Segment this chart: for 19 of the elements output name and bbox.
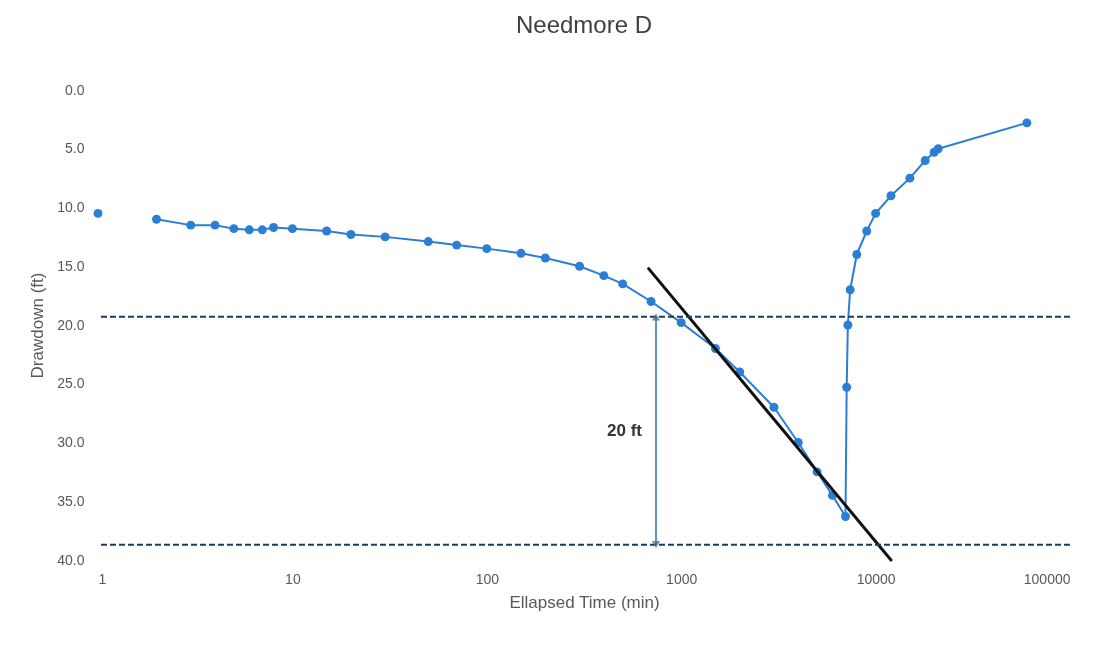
- y-tick-label: 0.0: [65, 81, 85, 98]
- y-tick-label: 40.0: [57, 551, 85, 568]
- x-axis-title: Ellapsed Time (min): [509, 592, 660, 612]
- x-tick-label: 1000: [666, 570, 698, 587]
- y-axis-title: Drawdown (ft): [28, 272, 48, 379]
- x-tick-label: 10: [285, 570, 301, 587]
- x-tick-label: 100: [475, 570, 500, 587]
- y-tick-label: 10.0: [57, 199, 85, 215]
- y-tick-label: 25.0: [57, 375, 85, 392]
- chart-title: Needmore D: [515, 11, 653, 38]
- x-tick-label: 100000: [1023, 570, 1071, 587]
- y-tick-label: 20.0: [57, 316, 85, 333]
- y-tick-label: 30.0: [57, 434, 85, 450]
- x-tick-label: 1: [98, 570, 107, 587]
- y-tick-label: 15.0: [57, 257, 85, 274]
- y-tick-label: 35.0: [57, 492, 85, 509]
- y-tick-label: 5.0: [65, 140, 85, 157]
- annotation: 20 ft: [607, 420, 643, 440]
- x-tick-label: 10000: [856, 570, 896, 587]
